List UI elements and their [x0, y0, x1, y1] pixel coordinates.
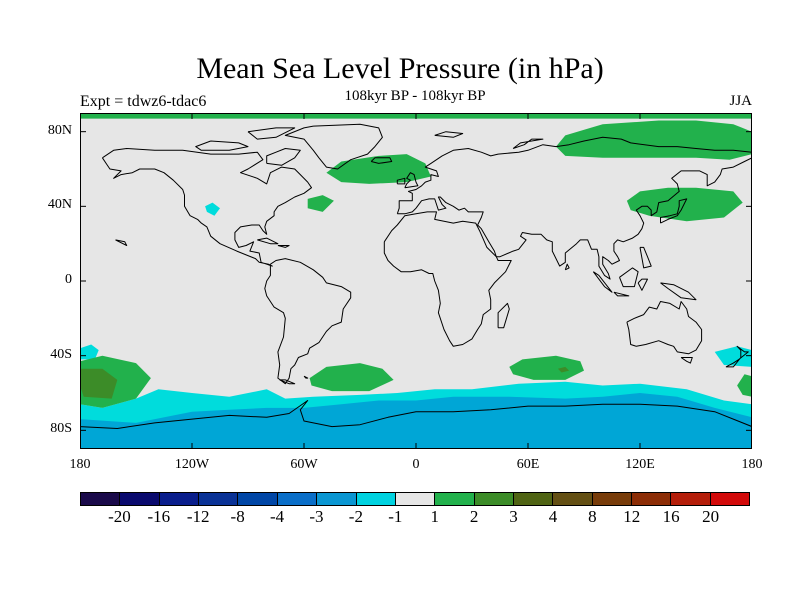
map-subtitle: 108kyr BP - 108kyr BP — [344, 88, 486, 104]
longitude-tick-label: 0 — [412, 457, 420, 472]
positive-anomaly-region — [80, 368, 118, 399]
colorbar-label: 8 — [588, 507, 597, 526]
negative-anomaly-region — [714, 346, 752, 367]
coastline — [284, 123, 383, 170]
latitude-tick-label: 80S — [50, 421, 72, 437]
coastline — [396, 177, 406, 185]
map-panel — [80, 113, 752, 449]
latitude-tick-label: 40N — [47, 197, 72, 213]
colorbar-swatch — [553, 493, 593, 505]
colorbar-swatch — [395, 493, 436, 505]
map-border — [80, 113, 752, 449]
coastline — [257, 237, 279, 245]
coastline — [383, 211, 512, 347]
colorbar-swatch — [159, 493, 200, 505]
coastline — [660, 282, 697, 301]
colorbar-swatch — [592, 493, 633, 505]
colorbar-label: -20 — [108, 507, 131, 526]
positive-anomaly-region — [737, 374, 752, 397]
colorbar-label: -1 — [388, 507, 403, 526]
colorbar-swatch — [238, 493, 278, 505]
longitude-tick-label: 60W — [290, 457, 318, 472]
coastline — [80, 400, 752, 429]
colorbar-label: 16 — [662, 507, 680, 526]
longitude-tick-label: 180 — [69, 457, 91, 472]
coastline — [497, 302, 510, 329]
positive-anomaly-region — [326, 154, 431, 184]
map-title: Mean Sea Level Pressure (in hPa) — [196, 52, 604, 85]
coastline — [266, 148, 301, 166]
colorbar-label: 12 — [623, 507, 641, 526]
positive-anomaly-region — [309, 363, 394, 392]
colorbar — [80, 492, 750, 506]
colorbar-swatch — [277, 493, 318, 505]
coastline — [660, 198, 688, 224]
coastline — [725, 345, 749, 368]
longitude-tick-label: 120E — [625, 457, 655, 472]
map-canvas — [80, 113, 752, 449]
coastline — [195, 140, 249, 151]
colorbar-swatch — [632, 493, 672, 505]
colorbar-swatch — [199, 493, 239, 505]
coastline — [277, 245, 290, 248]
colorbar-swatch — [710, 493, 750, 505]
coastline — [101, 148, 312, 267]
colorbar-swatch — [474, 493, 514, 505]
positive-anomaly-region — [307, 195, 334, 212]
colorbar-swatch — [513, 493, 554, 505]
colorbar-label: -3 — [309, 507, 324, 526]
colorbar-label: -2 — [348, 507, 363, 526]
colorbar-label: 1 — [430, 507, 439, 526]
coastline — [613, 291, 630, 297]
longitude-tick-label: 120W — [174, 457, 210, 472]
colorbar-label: 4 — [548, 507, 558, 526]
coastline — [279, 379, 296, 385]
coastline — [303, 375, 309, 379]
coastline — [434, 131, 464, 138]
coastline — [619, 267, 639, 288]
positive-anomaly-region — [556, 120, 752, 160]
colorbar-label: 3 — [509, 507, 518, 526]
colorbar-label: -8 — [230, 507, 245, 526]
colorbar-swatch — [81, 493, 121, 505]
experiment-label: Expt = tdwz6-tdac6 — [80, 93, 207, 110]
positive-anomaly-region — [509, 355, 584, 380]
coastline — [680, 357, 693, 364]
coastline — [512, 138, 544, 149]
contour-fill-layer — [80, 113, 752, 449]
coastline — [626, 301, 703, 355]
coastline — [404, 172, 419, 189]
negative-anomaly-region — [205, 202, 220, 216]
colorbar-swatch — [120, 493, 160, 505]
positive-anomaly-region — [557, 366, 570, 373]
colorbar-swatch — [671, 493, 711, 505]
negative-anomaly-region — [80, 393, 752, 449]
coastline — [396, 136, 752, 280]
coastline — [564, 263, 570, 271]
colorbar-label: -4 — [269, 507, 285, 526]
longitude-tick-label: 60E — [516, 457, 540, 472]
coastline — [639, 246, 652, 269]
coastline — [115, 239, 128, 246]
coastline — [264, 258, 352, 385]
season-label: JJA — [729, 93, 752, 109]
colorbar-label: -16 — [147, 507, 171, 526]
latitude-tick-label: 0 — [65, 272, 72, 287]
coastline — [247, 127, 296, 140]
coastline — [370, 157, 393, 164]
colorbar-swatch — [356, 493, 396, 505]
coastline-layer — [80, 123, 752, 429]
colorbar-label: 2 — [469, 507, 479, 526]
coastline — [592, 271, 613, 293]
coastline — [637, 278, 648, 291]
longitude-tick-label: 180 — [741, 457, 763, 472]
colorbar-label: 20 — [702, 507, 720, 526]
colorbar-swatch — [435, 493, 475, 505]
colorbar-swatch — [317, 493, 357, 505]
colorbar-label: -12 — [186, 507, 210, 526]
latitude-tick-label: 80N — [47, 122, 72, 138]
latitude-tick-label: 40S — [50, 346, 72, 362]
